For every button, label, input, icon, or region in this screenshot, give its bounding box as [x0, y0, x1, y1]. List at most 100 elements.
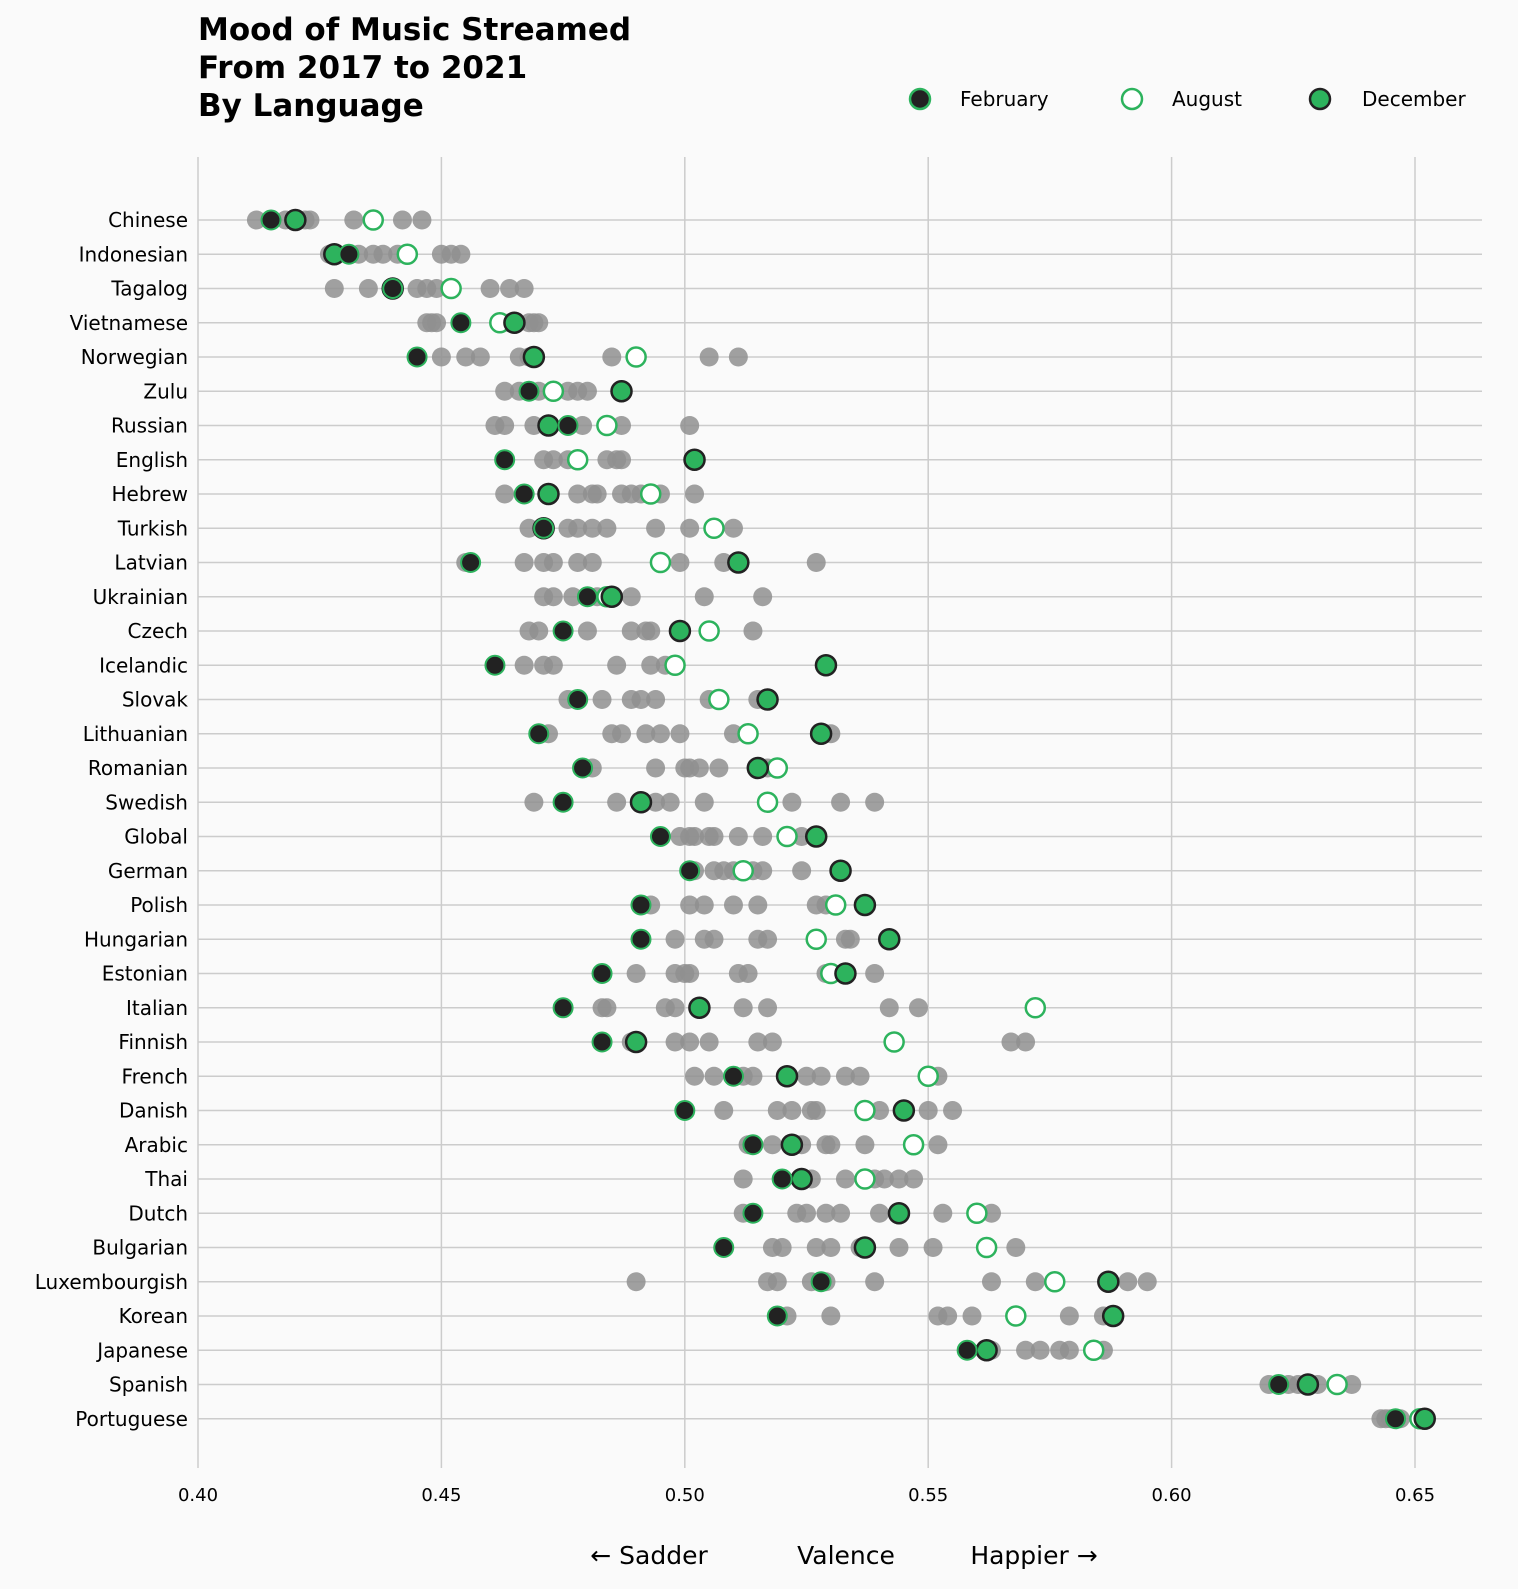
other-month-point: [577, 621, 597, 641]
february-point: [557, 415, 579, 436]
december-point: [834, 962, 857, 985]
other-month-point: [728, 827, 748, 846]
other-month-point: [685, 827, 705, 846]
august-point: [1024, 997, 1047, 1019]
other-month-point: [938, 1306, 958, 1326]
february-point: [591, 963, 613, 984]
december-point: [809, 722, 833, 745]
data-points: [246, 208, 1436, 1430]
december-point: [878, 928, 901, 951]
other-month-point: [797, 1203, 816, 1223]
other-month-point: [573, 416, 593, 435]
other-month-point: [631, 690, 651, 709]
other-month-point: [650, 724, 670, 744]
other-month-point: [680, 518, 700, 538]
august-point: [698, 620, 720, 642]
other-month-point: [733, 1169, 753, 1189]
other-month-point: [753, 861, 773, 881]
other-month-point: [762, 1032, 782, 1052]
other-month-point: [748, 895, 768, 915]
other-month-point: [1059, 1340, 1079, 1360]
other-month-point: [427, 313, 447, 333]
other-month-point: [612, 724, 632, 744]
other-month-point: [670, 553, 690, 572]
august-point: [966, 1202, 988, 1224]
august-point: [1005, 1305, 1027, 1327]
august-point: [639, 483, 662, 505]
other-month-point: [933, 1203, 953, 1223]
other-month-point: [680, 416, 700, 435]
other-month-point: [626, 1272, 646, 1292]
other-month-point: [543, 450, 563, 470]
december-point: [814, 654, 838, 677]
december-point: [746, 756, 770, 780]
august-point: [596, 414, 618, 437]
other-month-point: [1006, 1238, 1026, 1257]
december-point: [600, 585, 624, 608]
february-point: [591, 1031, 613, 1053]
other-month-point: [646, 518, 666, 538]
august-point: [649, 551, 672, 574]
other-month-point: [514, 279, 534, 298]
other-month-point: [928, 1135, 948, 1155]
february-point: [630, 894, 652, 916]
y-label-swedish: Swedish: [105, 790, 188, 814]
other-month-point: [723, 895, 743, 915]
other-month-point: [665, 1032, 685, 1052]
other-month-point: [495, 381, 515, 401]
other-month-point: [811, 1066, 831, 1086]
august-point: [625, 346, 647, 368]
december-point: [975, 1339, 998, 1362]
other-month-point: [767, 1272, 787, 1292]
other-month-point: [743, 1066, 763, 1086]
x-label-valence: Valence: [797, 1541, 895, 1570]
other-month-point: [835, 1066, 855, 1086]
december-point: [629, 791, 653, 814]
august-point: [766, 757, 789, 779]
other-month-point: [685, 484, 705, 504]
other-month-point: [495, 416, 515, 435]
other-month-point: [660, 792, 680, 812]
february-point: [450, 312, 472, 334]
december-point: [887, 1202, 911, 1225]
y-label-danish: Danish: [119, 1099, 188, 1123]
august-point: [737, 723, 759, 745]
other-month-point: [568, 518, 588, 538]
title-line-1: Mood of Music Streamed: [198, 12, 631, 48]
y-label-chinese: Chinese: [108, 208, 188, 232]
other-month-point: [543, 553, 563, 572]
other-month-point: [612, 450, 632, 470]
other-month-point: [1118, 1272, 1138, 1292]
x-tick-label: 0.45: [421, 1485, 461, 1506]
august-point: [756, 791, 779, 813]
other-month-point: [495, 484, 515, 504]
other-month-point: [680, 1032, 700, 1052]
other-month-point: [865, 1272, 885, 1292]
february-point: [567, 689, 589, 710]
other-month-point: [694, 895, 714, 915]
other-month-point: [607, 655, 627, 675]
december-point: [853, 1236, 877, 1259]
other-month-point: [514, 553, 534, 572]
other-month-point: [612, 416, 632, 435]
other-month-point: [1137, 1272, 1157, 1292]
february-point: [630, 928, 652, 950]
other-month-point: [665, 998, 685, 1018]
other-month-point: [529, 313, 549, 333]
other-month-point: [874, 1169, 894, 1189]
y-label-portuguese: Portuguese: [75, 1407, 188, 1431]
y-axis-labels: Chinese Indonesian Tagalog Vietnamese Norweg…: [35, 208, 189, 1431]
other-month-point: [821, 1306, 841, 1326]
other-month-point: [597, 518, 617, 538]
y-label-bulgarian: Bulgarian: [92, 1236, 188, 1260]
other-month-point: [855, 1135, 875, 1155]
other-month-point: [582, 518, 602, 538]
other-month-point: [889, 1238, 909, 1257]
other-month-point: [597, 998, 617, 1018]
december-point: [727, 551, 750, 574]
y-label-ukrainian: Ukrainian: [93, 585, 188, 609]
other-month-point: [699, 347, 719, 367]
other-month-point: [451, 244, 471, 264]
